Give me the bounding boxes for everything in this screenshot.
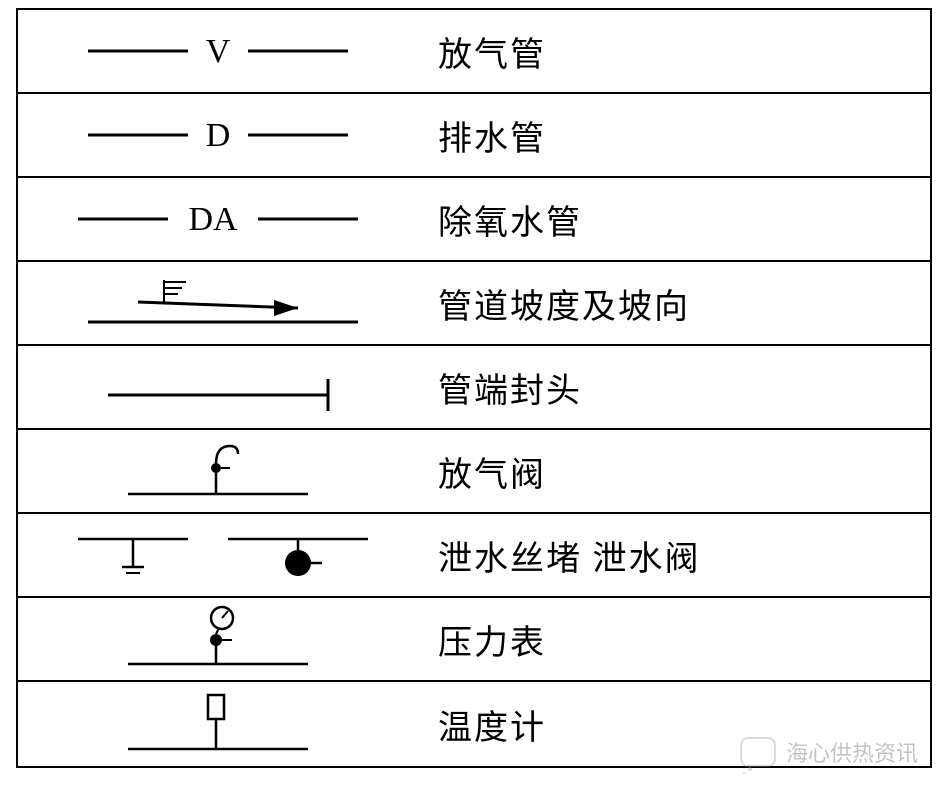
row-label: 管端封头 bbox=[418, 363, 930, 412]
table-row: 管道坡度及坡向 bbox=[18, 262, 930, 346]
row-label: 排水管 bbox=[418, 111, 930, 160]
symbol-v-pipe: V bbox=[18, 10, 418, 92]
row-label: 放气阀 bbox=[418, 447, 930, 496]
legend-table: V 放气管 D 排水管 DA 除氧水管 bbox=[16, 8, 932, 768]
symbol-d-pipe: D bbox=[18, 94, 418, 176]
symbol-letter: V bbox=[206, 33, 231, 70]
row-label: 泄水丝堵 泄水阀 bbox=[418, 531, 930, 580]
row-label: 管道坡度及坡向 bbox=[418, 279, 930, 328]
row-label: 压力表 bbox=[418, 615, 930, 664]
table-row: V 放气管 bbox=[18, 10, 930, 94]
symbol-thermometer bbox=[18, 682, 418, 766]
symbol-slope bbox=[18, 262, 418, 344]
table-row: 泄水丝堵 泄水阀 bbox=[18, 514, 930, 598]
symbol-letter: DA bbox=[188, 201, 238, 238]
symbol-pressure-gauge bbox=[18, 598, 418, 680]
row-label: 放气管 bbox=[418, 27, 930, 76]
watermark-text: 海心供热资讯 bbox=[786, 736, 918, 768]
row-label: 除氧水管 bbox=[418, 195, 930, 244]
symbol-letter: D bbox=[206, 117, 231, 154]
watermark: 海心供热资讯 bbox=[740, 736, 918, 768]
table-row: 管端封头 bbox=[18, 346, 930, 430]
table-row: DA 除氧水管 bbox=[18, 178, 930, 262]
table-row: D 排水管 bbox=[18, 94, 930, 178]
table-row: 放气阀 bbox=[18, 430, 930, 514]
symbol-da-pipe: DA bbox=[18, 178, 418, 260]
symbol-vent-valve bbox=[18, 430, 418, 512]
chat-bubble-icon bbox=[740, 737, 776, 767]
symbol-end-cap bbox=[18, 346, 418, 428]
symbol-drain bbox=[18, 514, 418, 596]
table-row: 压力表 bbox=[18, 598, 930, 682]
